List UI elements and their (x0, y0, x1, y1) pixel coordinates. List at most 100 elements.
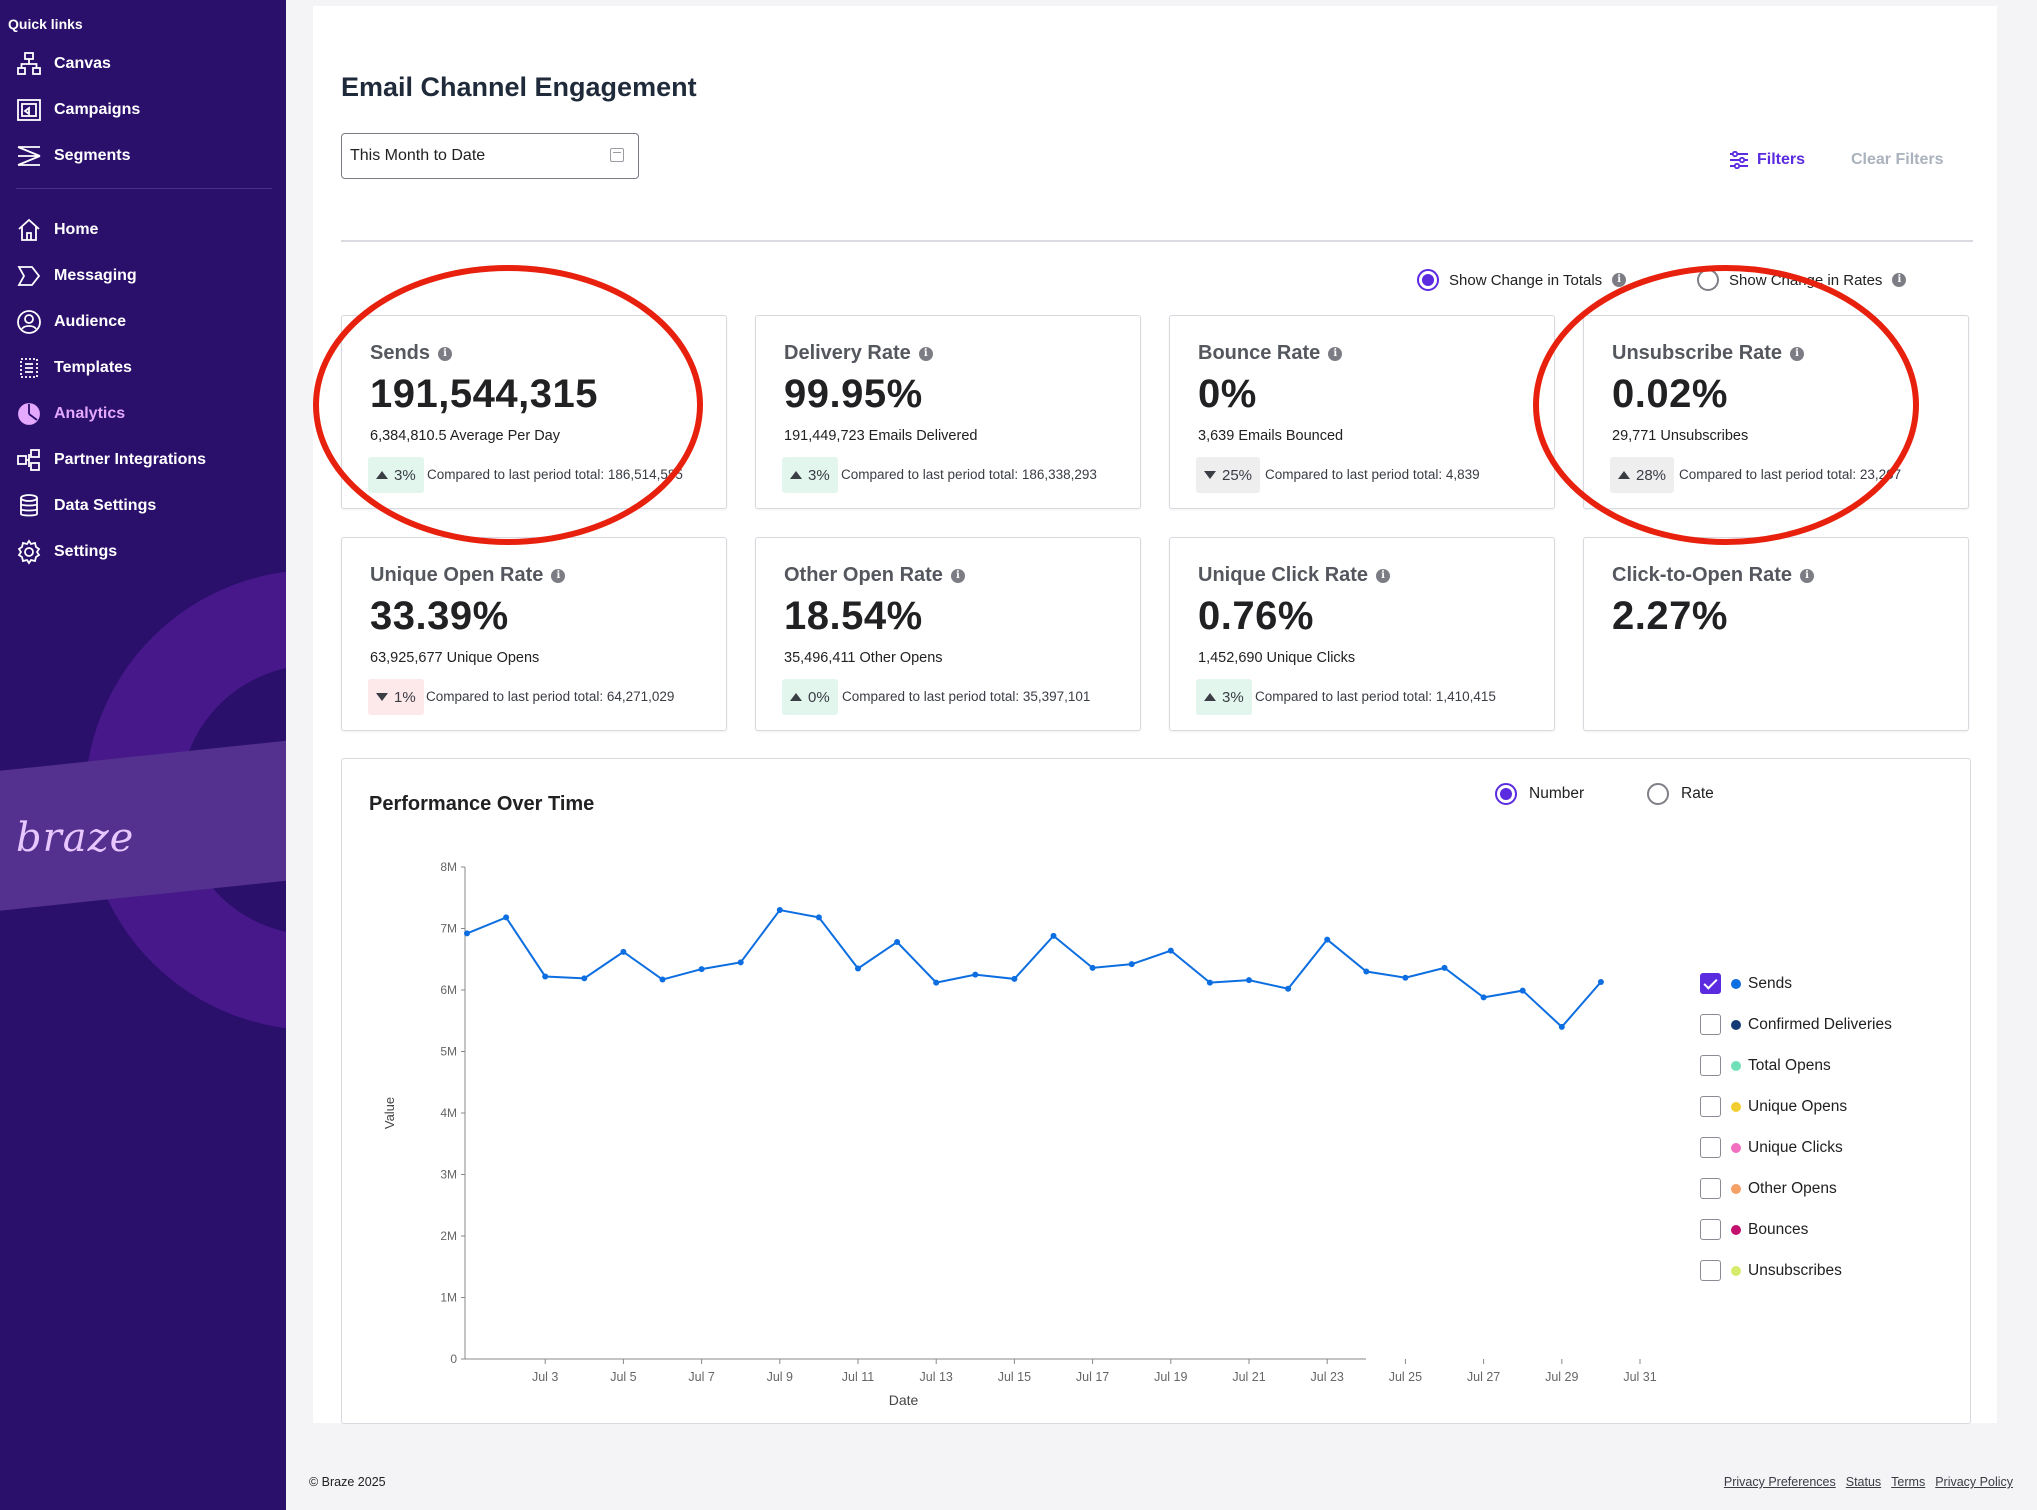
data-point (1285, 985, 1292, 992)
compare-text: Compared to last period total: 64,271,02… (426, 689, 675, 704)
sidebar-item-home[interactable]: Home (16, 214, 98, 246)
card-value: 2.27% (1612, 594, 1728, 638)
card-value: 191,544,315 (370, 372, 598, 416)
info-icon[interactable]: i (950, 568, 965, 583)
sidebar-item-settings[interactable]: Settings (16, 536, 117, 568)
footer-copyright: © Braze 2025 (309, 1475, 386, 1489)
data-point (1128, 961, 1135, 968)
sidebar-item-partner-integrations[interactable]: Partner Integrations (16, 444, 206, 476)
legend-item-total-opens[interactable]: Total Opens (1700, 1045, 1892, 1086)
series-dot-icon (1731, 1060, 1741, 1071)
settings-icon (16, 539, 42, 565)
filters-button[interactable]: Filters (1729, 151, 1805, 169)
info-icon[interactable]: i (918, 346, 933, 361)
data-point (1050, 932, 1057, 939)
change-value: 25% (1222, 466, 1253, 484)
checkbox-icon (1700, 1055, 1721, 1076)
x-tick-label: Jul 25 (1389, 1370, 1422, 1384)
footer-link-privacy-policy[interactable]: Privacy Policy (1935, 1475, 2013, 1489)
messaging-icon (16, 263, 42, 289)
date-range-value: This Month to Date (350, 147, 486, 164)
y-tick-label: 2M (440, 1229, 457, 1243)
canvas-icon (16, 51, 42, 77)
change-badge: 0% (782, 679, 838, 715)
legend-label: Unique Opens (1748, 1097, 1848, 1115)
chart-mode-number[interactable]: Number (1495, 783, 1584, 805)
chart-mode-rate-label: Rate (1681, 785, 1714, 802)
sidebar-item-label: Home (54, 221, 99, 238)
y-tick-label: 7M (440, 922, 457, 936)
home-icon (16, 217, 42, 243)
calendar-icon (610, 148, 624, 162)
card-title: Sends (370, 342, 431, 364)
info-icon[interactable]: i (1790, 346, 1805, 361)
arrow-up-icon (790, 693, 802, 701)
data-point (1324, 936, 1331, 943)
card-title: Other Open Rate (784, 564, 943, 586)
info-icon[interactable]: i (438, 346, 453, 361)
info-icon[interactable]: i (1376, 568, 1391, 583)
info-icon[interactable]: i (1800, 568, 1815, 583)
sidebar-item-audience[interactable]: Audience (16, 306, 126, 338)
chart-mode-rate[interactable]: Rate (1647, 783, 1714, 805)
data-point (659, 976, 666, 983)
legend-item-bounces[interactable]: Bounces (1700, 1209, 1892, 1250)
sidebar-item-analytics[interactable]: Analytics (16, 398, 125, 430)
footer-link-terms[interactable]: Terms (1891, 1475, 1926, 1489)
legend-item-sends[interactable]: Sends (1700, 963, 1892, 1004)
legend-label: Other Opens (1748, 1179, 1837, 1197)
show-change-totals-toggle[interactable]: Show Change in Totals i (1417, 269, 1627, 291)
info-icon[interactable]: i (551, 568, 566, 583)
legend-label: Sends (1748, 974, 1792, 992)
data-point (1519, 987, 1526, 994)
sidebar-item-data-settings[interactable]: Data Settings (16, 490, 156, 522)
card-subtext: 35,496,411 Other Opens (784, 650, 943, 666)
card-value: 0% (1198, 372, 1257, 416)
show-change-rates-toggle[interactable]: Show Change in Rates i (1697, 269, 1907, 291)
x-tick-label: Jul 15 (998, 1370, 1031, 1384)
x-tick-label: Jul 31 (1623, 1370, 1656, 1384)
sidebar-item-segments[interactable]: Segments (16, 140, 130, 172)
sidebar-item-label: Analytics (54, 405, 126, 422)
legend-item-unique-opens[interactable]: Unique Opens (1700, 1086, 1892, 1127)
x-tick-label: Jul 5 (610, 1370, 636, 1384)
card-title: Delivery Rate (784, 342, 911, 364)
series-dot-icon (1731, 1265, 1741, 1276)
radio-unselected-icon (1647, 783, 1669, 805)
date-range-picker[interactable]: This Month to Date (341, 133, 639, 179)
clear-filters-button[interactable]: Clear Filters (1851, 151, 1944, 168)
data-point (620, 948, 627, 955)
legend-item-unique-clicks[interactable]: Unique Clicks (1700, 1127, 1892, 1168)
sidebar-item-label: Settings (54, 543, 118, 560)
change-value: 3% (394, 466, 416, 484)
legend-item-unsubscribes[interactable]: Unsubscribes (1700, 1250, 1892, 1291)
y-tick-label: 3M (440, 1168, 457, 1182)
arrow-down-icon (1204, 471, 1216, 479)
sidebar-item-label: Messaging (54, 267, 137, 284)
arrow-up-icon (790, 471, 802, 479)
sidebar-item-label: Campaigns (54, 101, 141, 118)
sidebar-item-campaigns[interactable]: Campaigns (16, 94, 140, 126)
sidebar-item-templates[interactable]: Templates (16, 352, 132, 384)
data-point (503, 914, 510, 921)
x-tick-label: Jul 19 (1154, 1370, 1187, 1384)
campaigns-icon (16, 97, 42, 123)
data-point (581, 975, 588, 982)
legend-item-confirmed-deliveries[interactable]: Confirmed Deliveries (1700, 1004, 1892, 1045)
legend-item-other-opens[interactable]: Other Opens (1700, 1168, 1892, 1209)
compare-text: Compared to last period total: 1,410,415 (1255, 689, 1496, 704)
braze-logo: braze (16, 815, 135, 861)
footer-link-status[interactable]: Status (1845, 1475, 1882, 1489)
change-value: 1% (394, 688, 416, 706)
footer-link-privacy-preferences[interactable]: Privacy Preferences (1723, 1475, 1836, 1489)
sidebar-item-canvas[interactable]: Canvas (16, 48, 111, 80)
legend-label: Unsubscribes (1748, 1261, 1842, 1279)
chart-mode-number-label: Number (1529, 785, 1585, 802)
x-axis-label: Date (889, 1392, 919, 1408)
filters-label: Filters (1757, 151, 1806, 168)
chart-title: Performance Over Time (369, 793, 595, 815)
info-icon[interactable]: i (1328, 346, 1343, 361)
change-badge: 28% (1610, 457, 1675, 493)
checkbox-checked-icon (1700, 973, 1721, 994)
sidebar-item-messaging[interactable]: Messaging (16, 260, 137, 292)
